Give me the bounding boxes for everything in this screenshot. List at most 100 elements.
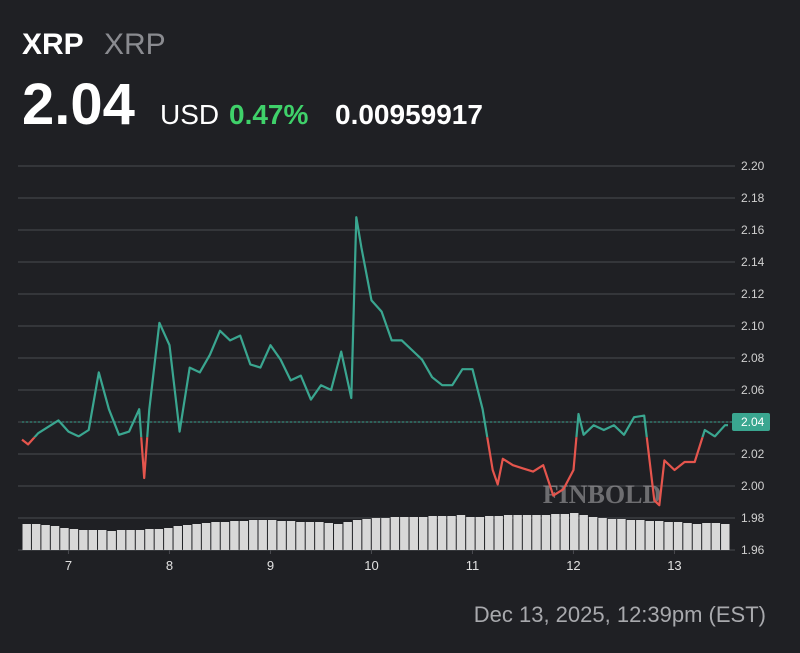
volume-bar [598,518,607,550]
volume-bar [588,517,598,550]
volume-bar [371,518,381,550]
timestamp: Dec 13, 2025, 12:39pm (EST) [474,602,766,627]
x-tick-label: 13 [667,558,681,573]
y-tick-label: 2.14 [741,255,765,269]
volume-bar [258,520,267,550]
volume-bar [683,523,692,550]
volume-bar [692,524,702,550]
volume-bar [711,523,721,550]
volume-bar [475,517,485,550]
volume-bar [154,529,164,550]
volume-bar [654,521,664,550]
volume-bar [532,515,541,550]
volume-bar [541,515,551,550]
volume-bar [362,519,371,550]
price-line-up [33,216,728,438]
x-tick-label: 9 [267,558,274,573]
x-tick-label: 7 [65,558,72,573]
volume-bar [626,520,636,550]
volume-bar [352,520,362,550]
volume-bar [267,520,277,550]
volume-bar [211,522,220,550]
volume-bar [98,530,107,550]
y-tick-label: 2.08 [741,351,765,365]
volume-bar [69,529,79,550]
volume-bar [390,517,400,550]
volume-bar [560,514,570,550]
volume-bar [88,530,98,550]
volume-bar [50,526,60,550]
volume-bar [673,522,683,550]
volume-bar [636,520,645,550]
volume-bar [220,522,230,550]
price-tag [732,413,770,431]
volume-bar [343,522,352,550]
volume-bar [437,516,447,550]
volume-bar [286,521,296,550]
price: 2.04 [22,72,135,137]
volume-bar [182,525,192,550]
volume-bar [570,513,579,550]
y-tick-label: 2.10 [741,319,765,333]
volume-bar [503,515,513,550]
y-tick-label: 2.20 [741,159,765,173]
volume-bar [645,521,654,550]
y-tick-label: 2.06 [741,383,765,397]
volume-bar [277,521,286,550]
volume-bar [324,523,334,550]
volume-bar [522,515,532,550]
volume-bar [135,530,145,550]
volume-bar [617,519,626,550]
volume-bar [418,517,428,550]
volume-bar [305,522,315,550]
volume-bar [607,519,617,550]
volume-bar [579,515,588,550]
volume-bar [239,521,249,550]
volume-bar [192,524,201,550]
volume-bar [664,522,673,550]
watermark: FINBOLD [543,480,661,509]
x-tick-label: 10 [364,558,378,573]
volume-bar [381,518,390,550]
symbol: XRP [22,28,84,61]
volume-bar [409,517,418,550]
volume-bar [485,516,494,550]
volume-bar [334,524,343,550]
y-tick-label: 2.18 [741,191,765,205]
volume-bar [22,524,31,550]
volume-bar [513,515,522,550]
volume-bar [116,530,126,550]
y-tick-label: 2.16 [741,223,765,237]
x-tick-label: 8 [166,558,173,573]
y-tick-label: 2.12 [741,287,765,301]
change-percent: 0.47% [229,99,308,130]
volume-bar [456,515,466,550]
volume-bar [447,516,456,550]
price-line-down [21,437,716,507]
volume-bar [315,522,324,550]
volume-bar [400,517,409,550]
volume-bar [164,528,173,550]
x-tick-label: 12 [566,558,580,573]
volume-bar [201,523,211,550]
volume-bar [296,522,305,550]
y-tick-label: 2.02 [741,447,765,461]
volume-bar [466,517,475,550]
y-tick-label: 2.00 [741,479,765,493]
volume-bar [721,524,730,550]
volume-bar [60,528,69,550]
price-tag-label: 2.04 [741,415,765,429]
y-tick-label: 1.98 [741,511,765,525]
volume-bar [230,521,239,550]
x-tick-label: 11 [466,558,480,573]
y-tick-label: 1.96 [741,543,765,557]
volume-bar [551,514,560,550]
volume-bar [79,530,88,550]
currency: USD [160,99,219,130]
asset-name: XRP [104,28,166,61]
volume-bar [107,531,116,550]
volume-bar [41,525,50,550]
volume-bar [494,516,503,550]
volume-bar [126,530,135,550]
